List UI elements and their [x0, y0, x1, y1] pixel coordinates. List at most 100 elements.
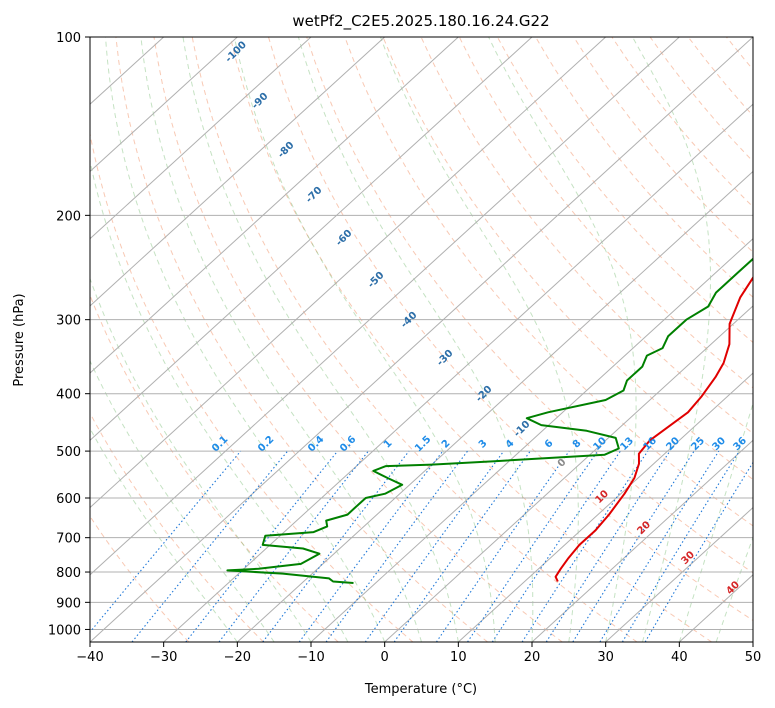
- isotherm-line: [90, 37, 753, 642]
- y-tick-label: 500: [56, 445, 81, 460]
- isotherm-line: [90, 37, 680, 576]
- y-tick-label: 100: [56, 31, 81, 46]
- dry-adiabat-line: [649, 37, 753, 163]
- mixing-ratio-line: [572, 450, 695, 642]
- x-axis-ticks: −40 −30 −20 −10 0 10 20 30 40 50: [76, 642, 761, 665]
- mixing-ratio-line: [364, 450, 505, 642]
- isotherm-line: [163, 103, 753, 642]
- isobars: [90, 37, 753, 630]
- dry-adiabat-label: -40: [399, 310, 420, 331]
- series-line-1: [554, 275, 753, 582]
- mixing-ratio-line: [131, 450, 289, 642]
- dry-adiabat-label: -30: [435, 348, 456, 369]
- mixing-ratio-label: 1: [382, 438, 395, 451]
- moist-adiabat-line: [90, 359, 275, 642]
- isotherm-line: [90, 37, 533, 442]
- isotherm-line: [90, 37, 459, 374]
- profile-series: [226, 257, 753, 584]
- moist-adiabat-line: [488, 37, 637, 642]
- dry-adiabat-label: -50: [366, 270, 387, 291]
- plot-frame: [89, 36, 754, 643]
- dry-adiabat-line: [90, 412, 264, 642]
- dry-adiabat-line: [765, 37, 775, 642]
- isotherm-line: [90, 37, 312, 240]
- chart-title: wetPf2_C2E5.2025.180.16.24.G22: [292, 12, 549, 31]
- mixing-ratio-label: 16: [641, 435, 659, 453]
- dry-adiabat-label: -80: [276, 140, 297, 161]
- isotherm-line: [310, 237, 753, 642]
- y-tick-label: 200: [56, 209, 81, 224]
- x-tick-label: −20: [224, 650, 251, 665]
- mixing-ratio-label: 20: [664, 435, 682, 453]
- dry-adiabat-line: [458, 37, 753, 389]
- x-tick-label: 0: [381, 650, 389, 665]
- moist-adiabat-label: 10: [593, 488, 611, 506]
- isotherm-line: [384, 305, 753, 642]
- moist-adiabat-line: [90, 427, 238, 642]
- isotherm-line: [90, 37, 607, 509]
- y-tick-label: 300: [56, 314, 81, 329]
- mixing-ratio-line: [185, 450, 339, 642]
- moist-adiabat-line: [182, 37, 459, 642]
- x-tick-label: 20: [524, 650, 541, 665]
- y-tick-label: 900: [56, 596, 81, 611]
- moist-adiabat-line: [715, 535, 753, 642]
- dry-adiabat-line: [535, 37, 753, 298]
- moist-adiabat-line: [90, 158, 349, 642]
- mixing-ratio-line: [621, 450, 740, 642]
- moist-adiabat-label: 40: [724, 579, 742, 597]
- x-tick-label: −40: [76, 650, 103, 665]
- dry-adiabat-label: -90: [250, 91, 271, 112]
- mixing-ratio-line: [545, 450, 671, 642]
- y-tick-label: 700: [56, 532, 81, 547]
- moist-adiabat-line: [678, 401, 753, 642]
- dry-adiabat-label: -20: [474, 384, 495, 405]
- y-axis-ticks: 100 200 300 400 500 600 700 800 900 1000: [48, 31, 90, 638]
- x-tick-label: 30: [597, 650, 614, 665]
- dry-adiabat-label: -10: [512, 419, 533, 440]
- mixing-ratio-line: [435, 450, 570, 642]
- x-tick-label: 40: [671, 650, 688, 665]
- mixing-ratio-line: [491, 450, 621, 642]
- moist-adiabat-line: [380, 37, 579, 642]
- isotherms: [90, 37, 753, 642]
- series-line-2: [226, 257, 753, 584]
- dry-adiabat-line: [90, 131, 414, 642]
- mixing-ratio-label: 30: [710, 435, 728, 453]
- mixing-ratio-line: [90, 450, 242, 633]
- isotherm-line: [90, 37, 238, 173]
- dry-adiabat-line: [726, 37, 753, 71]
- isotherm-line: [605, 506, 753, 642]
- dry-adiabats: [90, 37, 775, 642]
- mixing-ratio-label: 3: [477, 438, 490, 451]
- x-tick-label: 50: [745, 650, 762, 665]
- dry-adiabat-line: [344, 37, 753, 527]
- x-axis-label: Temperature (°C): [364, 682, 477, 697]
- dry-adiabat-line: [573, 37, 753, 253]
- dry-adiabat-label: -60: [334, 228, 355, 249]
- isotherm-line: [752, 641, 753, 642]
- mixing-ratio-label: 36: [731, 435, 749, 453]
- y-tick-label: 400: [56, 388, 81, 403]
- isotherm-line: [236, 170, 753, 642]
- dry-adiabat-line: [90, 515, 190, 642]
- x-tick-label: 10: [450, 650, 467, 665]
- moist-adiabats: [90, 37, 753, 642]
- mixing-ratio-label: 6: [543, 438, 556, 451]
- dry-adiabat-line: [496, 37, 753, 344]
- mixing-ratio-line: [644, 461, 753, 642]
- moist-adiabat-line: [90, 277, 312, 642]
- moist-adiabat-label: 30: [679, 549, 697, 567]
- moist-adiabat-line: [105, 37, 386, 642]
- mixing-ratio-line: [393, 450, 531, 642]
- dry-adiabat-line: [687, 37, 753, 117]
- mixing-ratio-line: [262, 450, 410, 642]
- isotherm-line: [90, 37, 386, 307]
- mixing-ratio-line: [599, 450, 720, 642]
- mixing-ratio-lines: [90, 450, 753, 642]
- mixing-ratio-line: [521, 450, 649, 642]
- y-axis-label: Pressure (hPa): [12, 293, 27, 386]
- dry-adiabat-line: [90, 293, 339, 642]
- isotherm-line: [531, 439, 753, 642]
- isotherm-line: [457, 372, 753, 642]
